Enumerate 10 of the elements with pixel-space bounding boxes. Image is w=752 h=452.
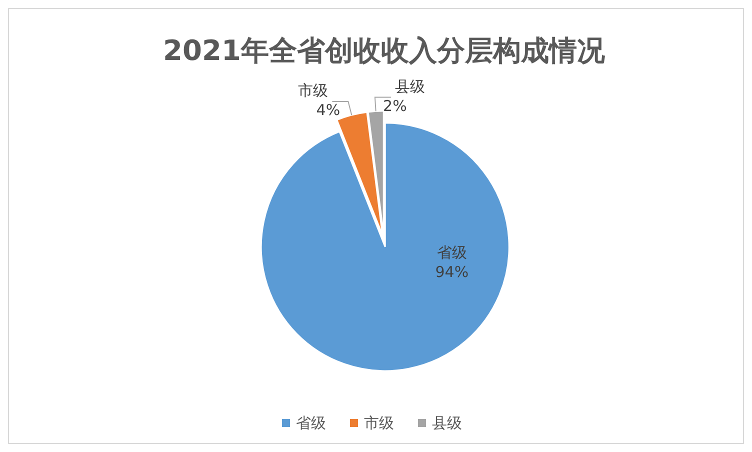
chart-title: 2021年全省创收收入分层构成情况 <box>163 34 606 67</box>
slice-label: 市级 <box>298 82 328 100</box>
legend-label: 市级 <box>364 414 394 432</box>
slice-label: 省级 <box>436 244 467 262</box>
data-label: 2% <box>383 96 407 115</box>
slice-label: 县级 <box>394 77 425 96</box>
legend-label: 县级 <box>432 414 462 432</box>
legend-label: 省级 <box>296 414 326 432</box>
data-label: 94% <box>435 263 469 282</box>
data-label: 4% <box>316 101 340 120</box>
